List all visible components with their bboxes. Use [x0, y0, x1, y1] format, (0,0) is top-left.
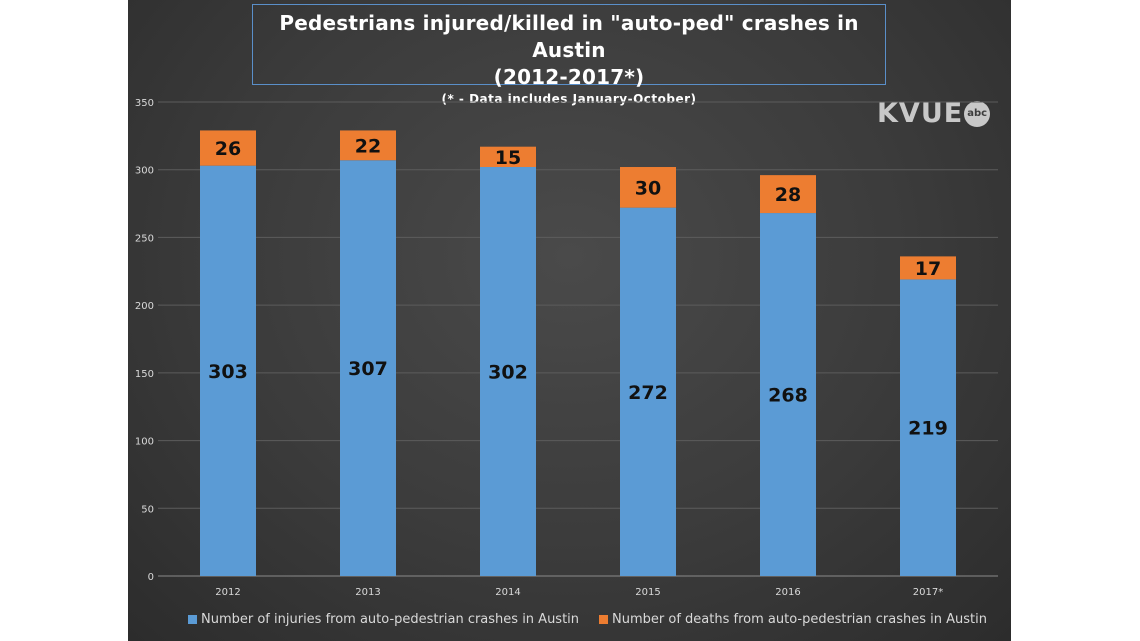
legend-item-deaths: Number of deaths from auto-pedestrian cr…: [599, 612, 987, 627]
data-label-injuries: 303: [208, 361, 248, 383]
legend-swatch-deaths: [599, 615, 609, 624]
chart-legend: Number of injuries from auto-pedestrian …: [188, 612, 987, 627]
bar-injuries: [200, 165, 256, 576]
kvue-logo: KVUE abc: [877, 98, 991, 129]
data-label-injuries: 272: [628, 382, 668, 404]
x-tick-label: 2014: [495, 587, 520, 598]
chart-title-box: Pedestrians injured/killed in "auto-ped"…: [252, 4, 886, 106]
data-label-deaths: 22: [355, 135, 381, 157]
data-label-deaths: 17: [915, 258, 941, 280]
y-tick-label: 150: [135, 369, 154, 380]
data-label-deaths: 28: [775, 184, 801, 206]
legend-label-deaths: Number of deaths from auto-pedestrian cr…: [612, 612, 987, 627]
y-tick-label: 300: [135, 166, 154, 177]
y-tick-label: 50: [141, 504, 154, 515]
data-label-injuries: 302: [488, 362, 528, 384]
bar-deaths: [900, 256, 956, 280]
legend-swatch-injuries: [188, 615, 197, 624]
chart-panel: Pedestrians injured/killed in "auto-ped"…: [128, 0, 1011, 641]
x-tick-label: 2015: [635, 587, 660, 598]
chart-title: Pedestrians injured/killed in "auto-ped"…: [279, 11, 859, 62]
data-label-injuries: 268: [768, 385, 808, 407]
bar-deaths: [620, 167, 676, 208]
data-label-injuries: 307: [348, 358, 388, 380]
bar-injuries: [480, 167, 536, 576]
x-tick-label: 2017*: [913, 587, 943, 598]
legend-item-injuries: Number of injuries from auto-pedestrian …: [188, 612, 579, 627]
data-label-injuries: 219: [908, 418, 948, 440]
bar-deaths: [200, 130, 256, 166]
y-tick-label: 350: [135, 98, 154, 109]
y-tick-label: 0: [148, 572, 154, 583]
bar-deaths: [760, 175, 816, 214]
y-tick-label: 200: [135, 301, 154, 312]
y-tick-label: 100: [135, 437, 154, 448]
bar-chart: 0 50 100 150 200 250 300 350 303 26 2012 307 22 2013 3…: [135, 98, 998, 598]
bar-injuries: [900, 279, 956, 576]
data-label-deaths: 15: [495, 147, 521, 169]
abc-logo-icon: abc: [964, 100, 991, 127]
x-tick-label: 2013: [355, 587, 380, 598]
y-tick-label: 250: [135, 233, 154, 244]
bar-injuries: [340, 160, 396, 576]
chart-title-years: (2012-2017*): [493, 65, 645, 89]
x-tick-label: 2012: [215, 587, 240, 598]
bar-injuries: [760, 213, 816, 576]
x-tick-label: 2016: [775, 587, 800, 598]
data-label-deaths: 26: [215, 138, 241, 160]
legend-label-injuries: Number of injuries from auto-pedestrian …: [201, 612, 580, 627]
bar-deaths: [480, 146, 536, 168]
bar-injuries: [620, 207, 676, 577]
data-label-deaths: 30: [635, 177, 661, 199]
bar-deaths: [340, 130, 396, 161]
kvue-logo-text: KVUE: [877, 98, 964, 129]
